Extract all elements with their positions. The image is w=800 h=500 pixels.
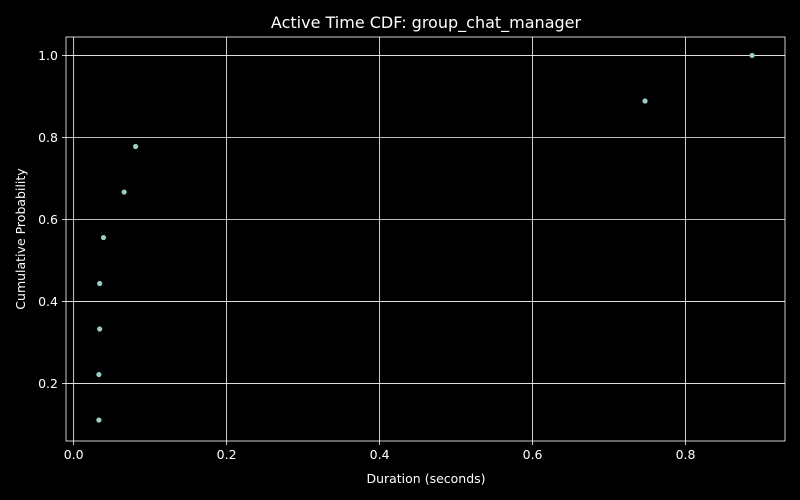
x-tick-label: 0.4 — [370, 447, 390, 462]
ticks-layer: 0.0 0.2 0.4 0.6 0.8 0.2 0.4 0.6 0.8 1.0 — [38, 48, 695, 462]
x-tick-label: 0.2 — [217, 447, 237, 462]
data-point — [97, 280, 103, 287]
data-point — [96, 417, 102, 423]
chart-title: Active Time CDF: group_chat_manager — [271, 13, 582, 33]
x-axis-label: Duration (seconds) — [366, 471, 485, 486]
points-layer — [96, 52, 755, 423]
data-point — [121, 189, 127, 195]
plot-area-frame — [65, 36, 786, 442]
data-point — [642, 98, 648, 104]
y-tick-label: 0.6 — [38, 212, 58, 227]
data-point — [96, 371, 102, 378]
y-axis-label: Cumulative Probability — [13, 168, 28, 310]
data-point — [749, 52, 755, 59]
x-tick-label: 0.6 — [523, 447, 543, 462]
y-tick-label: 0.4 — [38, 294, 58, 309]
x-tick-label: 0.0 — [64, 447, 84, 462]
y-tick-label: 0.2 — [38, 376, 58, 391]
y-tick-label: 0.8 — [38, 130, 58, 145]
data-point — [133, 143, 139, 150]
y-tick-label: 1.0 — [38, 48, 58, 63]
x-tick-label: 0.8 — [676, 447, 696, 462]
grid-layer — [66, 37, 785, 441]
data-point — [100, 234, 107, 241]
data-point — [97, 326, 103, 332]
